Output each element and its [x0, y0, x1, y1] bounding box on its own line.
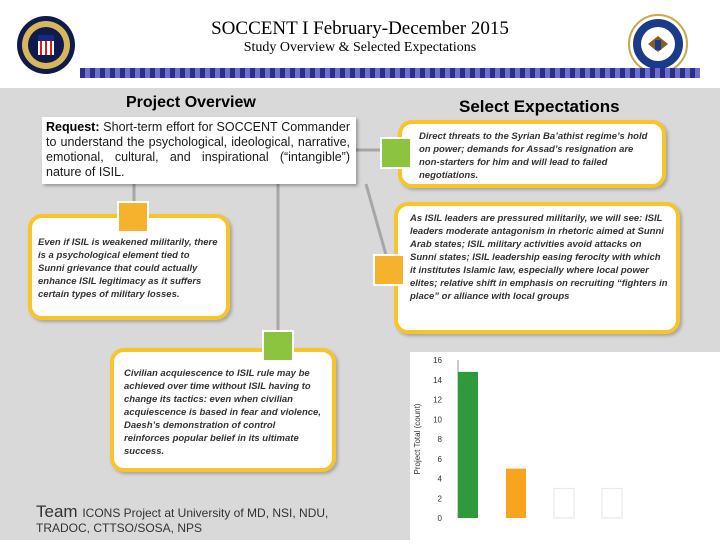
- isil-weakened-text: Even if ISIL is weakened militarily, the…: [38, 237, 218, 300]
- y-tick-label: 0: [438, 514, 443, 523]
- y-tick-label: 10: [433, 415, 442, 424]
- y-tick-label: 4: [438, 475, 443, 484]
- team-credit-line2: TRADOC, CTTSO/SOSA, NPS: [36, 521, 203, 535]
- bar-chart: 0 2 4 6 8 10 12 14 16 Project Total (count): [413, 356, 623, 523]
- y-tick-label: 2: [438, 494, 443, 503]
- request-text: Request: Short-term effort for SOCCENT C…: [46, 120, 350, 180]
- header-stripe: [80, 68, 700, 78]
- y-tick-label: 12: [433, 396, 442, 405]
- y-tick-label: 16: [433, 356, 442, 365]
- bar-1: [458, 371, 478, 518]
- team-credit-line1: ICONS Project at University of MD, NSI, …: [82, 506, 329, 520]
- bar-2: [506, 468, 526, 518]
- direct-threats-marker: [380, 137, 412, 169]
- y-axis-label: Project Total (count): [413, 403, 422, 474]
- dod-seal-icon: [628, 14, 688, 74]
- project-overview-heading: Project Overview: [126, 94, 256, 111]
- request-card: [42, 117, 356, 184]
- civilian-marker: [262, 330, 294, 362]
- bar-4: [601, 487, 623, 519]
- socom-seal-icon: [17, 16, 75, 74]
- isil-weakened-marker: [117, 201, 149, 233]
- direct-threats-text: Direct threats to the Syrian Ba’athist r…: [419, 131, 648, 181]
- page-title: SOCCENT I February-December 2015: [211, 18, 509, 39]
- civilian-acquiescence-box: [110, 348, 336, 472]
- select-expectations-heading: Select Expectations: [459, 97, 620, 116]
- civilian-acquiescence-text: Civilian acquiescence to ISIL rule may b…: [124, 368, 321, 457]
- leaders-pressured-marker: [373, 254, 405, 286]
- leaders-pressured-text: As ISIL leaders are pressured militarily…: [410, 213, 668, 302]
- y-tick-label: 8: [438, 435, 443, 444]
- team-credit: Team ICONS Project at University of MD, …: [36, 502, 328, 522]
- bar-3: [553, 487, 575, 519]
- project-total-chart: 0 2 4 6 8 10 12 14 16 Project Total (count): [410, 352, 720, 540]
- page-subtitle: Study Overview & Selected Expectations: [243, 40, 477, 55]
- team-label: Team: [36, 502, 78, 521]
- header: SOCCENT I February-December 2015 Study O…: [0, 0, 720, 90]
- y-tick-label: 6: [438, 455, 443, 464]
- request-body: Short-term effort for SOCCENT Commander …: [46, 120, 350, 179]
- request-label: Request:: [46, 120, 100, 134]
- isil-weakened-box: [28, 214, 230, 320]
- leaders-pressured-box: [394, 202, 680, 334]
- y-tick-label: 14: [433, 376, 442, 385]
